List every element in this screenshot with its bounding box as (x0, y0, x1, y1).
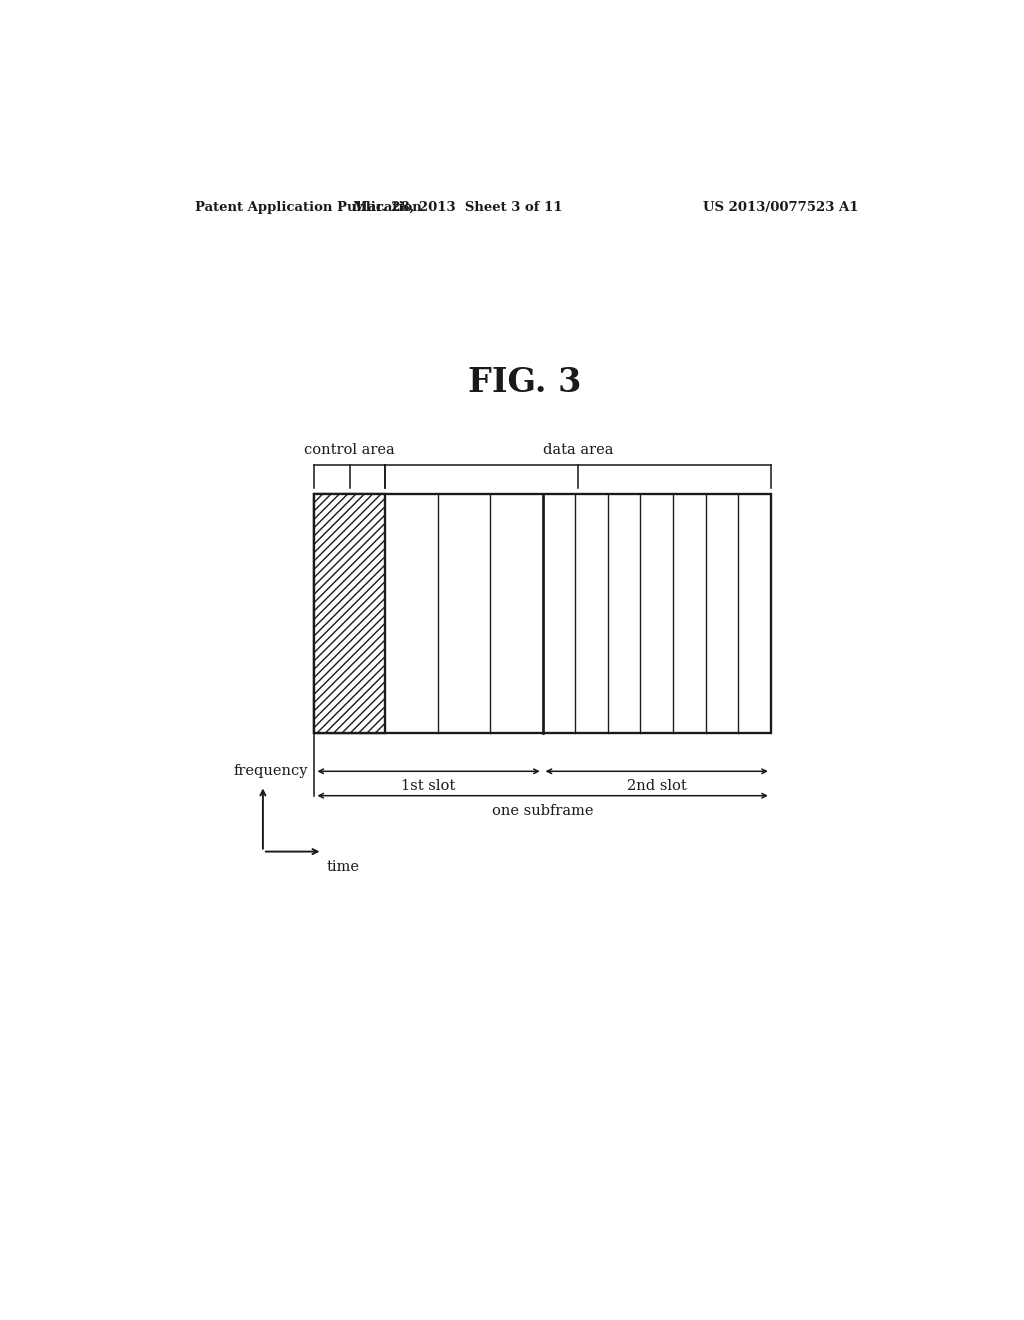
Text: time: time (327, 859, 359, 874)
Text: US 2013/0077523 A1: US 2013/0077523 A1 (702, 201, 858, 214)
Bar (314, 494, 385, 733)
Text: one subframe: one subframe (492, 804, 593, 818)
Bar (314, 494, 771, 733)
Text: control area: control area (304, 444, 395, 457)
Text: 1st slot: 1st slot (401, 779, 456, 793)
Text: 2nd slot: 2nd slot (627, 779, 687, 793)
Text: FIG. 3: FIG. 3 (468, 366, 582, 399)
Text: Mar. 28, 2013  Sheet 3 of 11: Mar. 28, 2013 Sheet 3 of 11 (352, 201, 562, 214)
Text: frequency: frequency (233, 764, 308, 779)
Text: data area: data area (543, 444, 613, 457)
Text: Patent Application Publication: Patent Application Publication (196, 201, 422, 214)
